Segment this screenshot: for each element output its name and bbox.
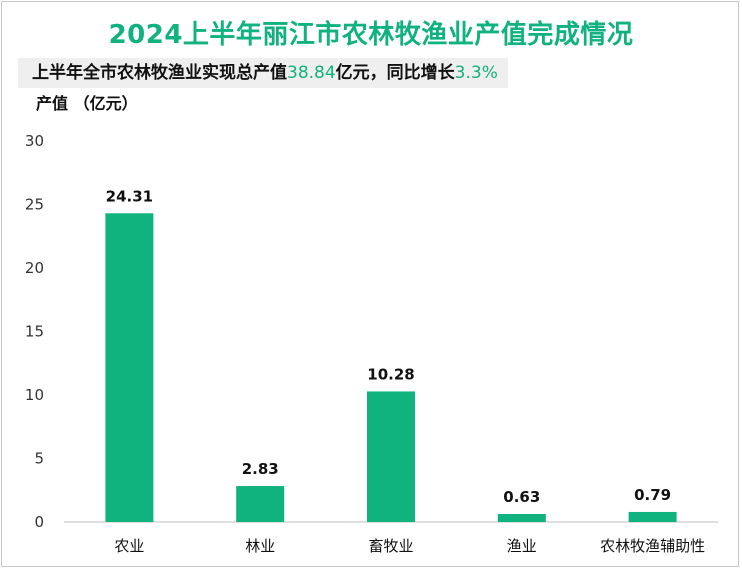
x-tick-label: 农业 <box>114 537 144 555</box>
data-label: 10.28 <box>367 365 414 383</box>
y-tick-label: 15 <box>25 323 44 341</box>
chart-subtitle: 上半年全市农林牧渔业实现总产值38.84亿元，同比增长3.3% <box>18 58 508 88</box>
x-tick-label: 农林牧渔辅助性 <box>600 537 705 555</box>
x-tick-label: 畜牧业 <box>368 537 413 555</box>
y-tick-label: 5 <box>34 450 44 468</box>
subtitle-mid: 亿元，同比增长 <box>335 63 455 83</box>
data-label: 0.79 <box>634 486 671 504</box>
y-axis-label: 产值 （亿元） <box>36 94 138 113</box>
data-label: 24.31 <box>106 187 153 205</box>
y-tick-label: 10 <box>25 386 44 404</box>
bar <box>105 213 154 522</box>
x-tick-label: 林业 <box>245 537 275 555</box>
bar <box>628 511 677 522</box>
data-label: 2.83 <box>242 460 279 478</box>
chart-title: 2024上半年丽江市农林牧渔业产值完成情况 <box>108 20 634 50</box>
subtitle-total-value: 38.84 <box>287 63 336 83</box>
y-tick-label: 25 <box>25 196 44 214</box>
bar <box>236 486 285 522</box>
subtitle-prefix: 上半年全市农林牧渔业实现总产值 <box>32 63 287 83</box>
y-tick-label: 0 <box>34 513 44 531</box>
subtitle-growth-value: 3.3% <box>454 63 498 83</box>
bar <box>367 391 415 522</box>
x-tick-label: 渔业 <box>507 537 537 555</box>
data-label: 0.63 <box>503 488 540 506</box>
bar <box>497 513 546 522</box>
y-tick-label: 30 <box>25 132 44 150</box>
y-tick-label: 20 <box>25 259 44 277</box>
